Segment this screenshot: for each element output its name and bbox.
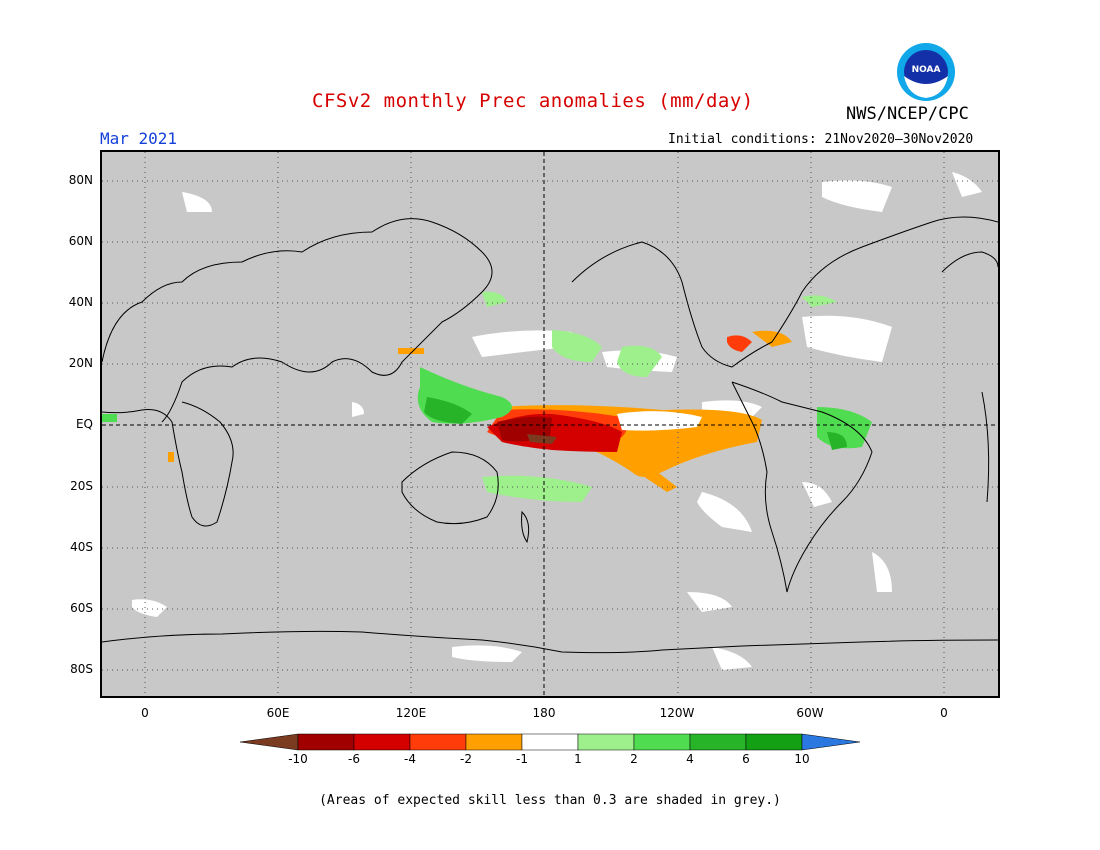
colorbar-label: 10 xyxy=(794,752,810,766)
lat-label-60n: 60N xyxy=(68,234,93,248)
colorbar-label: 4 xyxy=(686,752,694,766)
map-svg xyxy=(102,152,998,696)
coastlines xyxy=(102,216,998,654)
colorbar-label: -2 xyxy=(460,752,472,766)
skill-note: (Areas of expected skill less than 0.3 a… xyxy=(319,793,781,808)
colorbar-label: 6 xyxy=(742,752,750,766)
lon-label-120e: 120E xyxy=(395,706,427,720)
lon-label-60e: 60E xyxy=(266,706,290,720)
lon-label-0-east: 0 xyxy=(940,706,948,720)
colorbar-label: -10 xyxy=(288,752,308,766)
colorbar-label: -1 xyxy=(516,752,528,766)
positive-anomaly-patches xyxy=(102,291,872,502)
valid-month: Mar 2021 xyxy=(100,129,178,148)
lon-label-180: 180 xyxy=(532,706,556,720)
colorbar-swatch-1 xyxy=(297,733,355,751)
colorbar-label: 2 xyxy=(630,752,638,766)
noaa-logo: NOAA xyxy=(897,43,955,101)
colorbar-label: -4 xyxy=(404,752,416,766)
lat-label-40n: 40N xyxy=(68,295,93,309)
colorbar-swatch-3 xyxy=(409,733,467,751)
lon-label-60w: 60W xyxy=(796,706,824,720)
colorbar-swatch-0 xyxy=(240,733,299,751)
colorbar-swatch-7 xyxy=(633,733,691,751)
colorbar-swatch-9 xyxy=(745,733,803,751)
colorbar-swatch-10 xyxy=(801,733,860,751)
colorbar-label: 1 xyxy=(574,752,582,766)
lat-label-60s: 60S xyxy=(70,601,93,615)
noaa-logo-text: NOAA xyxy=(912,65,941,75)
colorbar-label: -6 xyxy=(348,752,360,766)
colorbar-swatch-6 xyxy=(577,733,635,751)
colorbar-swatch-8 xyxy=(689,733,747,751)
initial-conditions: Initial conditions: 21Nov2020–30Nov2020 xyxy=(668,132,974,147)
lat-label-80s: 80S xyxy=(70,662,93,676)
colorbar-swatch-2 xyxy=(353,733,411,751)
lon-label-0: 0 xyxy=(141,706,149,720)
map-panel xyxy=(100,150,1000,698)
lat-label-80n: 80N xyxy=(68,173,93,187)
equator-dateline xyxy=(102,152,998,696)
map-gridlines xyxy=(102,152,998,696)
lat-label-20s: 20S xyxy=(70,479,93,493)
colorbar xyxy=(240,733,860,751)
negative-anomaly-patches xyxy=(168,330,792,492)
colorbar-swatch-4 xyxy=(465,733,523,751)
agency-label: NWS/NCEP/CPC xyxy=(846,104,969,124)
colorbar-swatch-5 xyxy=(521,733,579,751)
lat-label-20n: 20N xyxy=(68,356,93,370)
lat-label-40s: 40S xyxy=(70,540,93,554)
map-title: CFSv2 monthly Prec anomalies (mm/day) xyxy=(312,90,754,112)
lat-label-eq: EQ xyxy=(75,417,93,431)
lon-label-120w: 120W xyxy=(659,706,695,720)
